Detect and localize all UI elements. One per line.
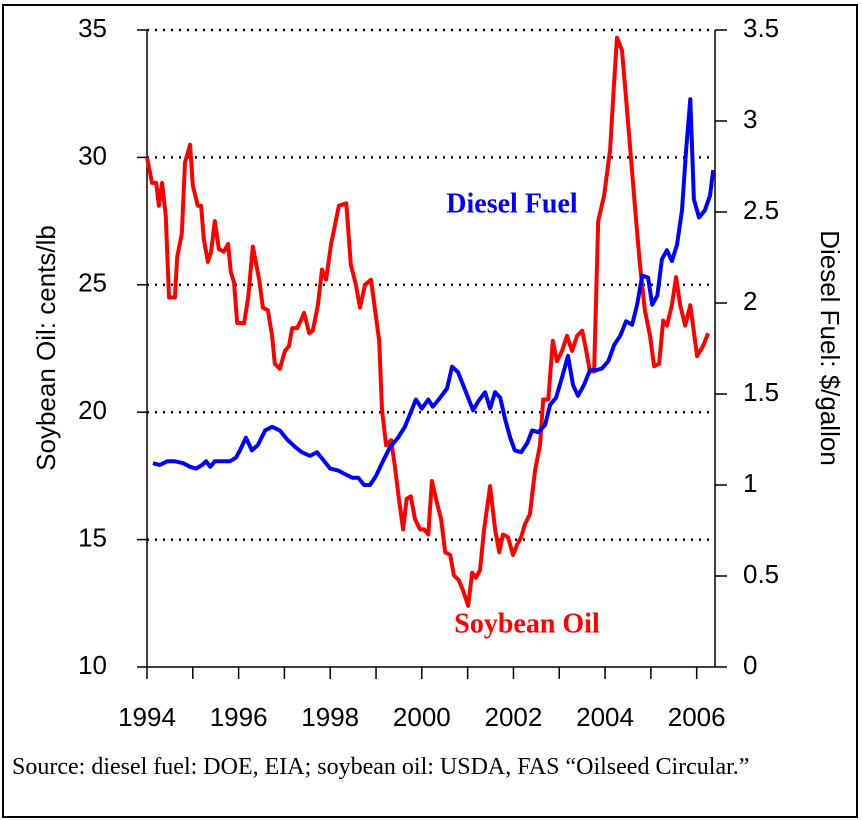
y-tick-label: 20 [78,395,107,425]
y2-axis-title: Diesel Fuel: $/gallon [815,230,845,466]
y-tick-label: 30 [78,140,107,170]
y-tick-label: 10 [78,650,107,680]
y2-tick-label: 1.5 [743,377,779,407]
series-line [152,97,716,487]
y2-tick-label: 1 [743,468,757,498]
y2-tick-label: 3.5 [743,13,779,43]
y2-tick-label: 2 [743,286,757,316]
chart-frame [2,4,858,818]
x-tick-label: 1996 [210,702,268,732]
y2-tick-label: 3 [743,104,757,134]
series-annotation: Diesel Fuel [446,188,578,219]
source-note: Source: diesel fuel: DOE, EIA; soybean o… [12,754,750,780]
x-tick-label: 1994 [118,702,176,732]
y2-tick-label: 0 [743,650,757,680]
y-tick-label: 15 [78,522,107,552]
series-annotation: Soybean Oil [454,608,600,639]
y-tick-label: 25 [78,268,107,298]
x-tick-label: 2006 [668,702,726,732]
y2-tick-label: 0.5 [743,559,779,589]
x-tick-label: 1998 [301,702,359,732]
y2-tick-label: 2.5 [743,195,779,225]
y-axis-title: Soybean Oil: cents/lb [31,225,61,471]
x-tick-label: 2004 [576,702,634,732]
x-tick-label: 2000 [393,702,451,732]
y-tick-label: 35 [78,13,107,43]
x-tick-label: 2002 [485,702,543,732]
series-line [145,35,710,608]
